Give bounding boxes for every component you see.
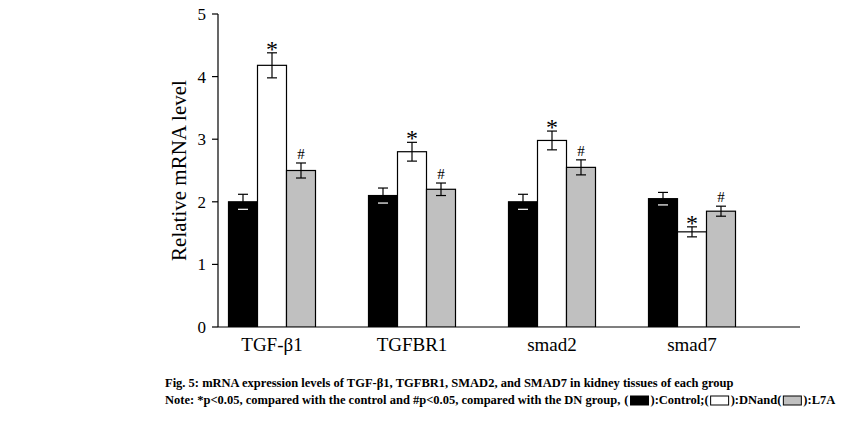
legend-bracket: ):: [803, 393, 811, 407]
significance-mark: *: [406, 125, 418, 151]
error-cap: [238, 194, 248, 195]
bar: [678, 232, 707, 327]
error-cap: [687, 236, 697, 237]
error-bar: [518, 194, 528, 209]
legend-joiner: and: [757, 393, 777, 407]
error-line: [522, 194, 523, 209]
error-line: [242, 194, 243, 209]
y-tick-label: 1: [198, 255, 207, 274]
legend-label: L7A: [812, 393, 836, 407]
error-cap: [296, 177, 306, 178]
significance-mark: #: [577, 143, 585, 159]
y-tick-label: 3: [198, 130, 207, 149]
bar: [427, 189, 456, 327]
significance-mark: #: [717, 189, 725, 205]
error-line: [440, 183, 441, 196]
error-bar: [296, 163, 306, 178]
error-line: [300, 163, 301, 178]
bar: [369, 196, 398, 327]
legend-swatch: [631, 396, 649, 405]
legend-bracket: ):: [731, 393, 739, 407]
significance-mark: #: [297, 146, 305, 162]
error-cap: [547, 149, 557, 150]
legend-label: Control: [659, 393, 701, 407]
error-cap: [436, 182, 446, 183]
error-cap: [267, 77, 277, 78]
error-cap: [436, 195, 446, 196]
error-cap: [576, 174, 586, 175]
bar: [509, 202, 538, 327]
bar: [258, 65, 287, 327]
bar: [567, 167, 596, 327]
error-bar: [576, 160, 586, 175]
legend-bracket: (: [624, 393, 628, 407]
error-line: [382, 188, 383, 203]
significance-mark: *: [686, 210, 698, 236]
error-line: [720, 206, 721, 216]
x-tick-label: smad2: [527, 334, 577, 355]
bars: [229, 53, 736, 327]
error-cap: [238, 209, 248, 210]
error-cap: [658, 192, 668, 193]
legend-bracket: (: [704, 393, 708, 407]
y-tick-label: 0: [198, 318, 207, 337]
y-tick: [212, 76, 218, 77]
y-axis: [217, 14, 218, 327]
x-tick-label: smad7: [667, 334, 717, 355]
legend-swatch: [783, 396, 801, 405]
error-bar: [238, 194, 248, 209]
bar: [398, 152, 427, 327]
y-tick: [212, 264, 218, 265]
error-cap: [658, 204, 668, 205]
error-cap: [378, 202, 388, 203]
error-cap: [518, 209, 528, 210]
x-tick-label: TGFBR1: [377, 334, 448, 355]
y-tick: [212, 201, 218, 202]
significance-mark: #: [437, 166, 445, 182]
bar: [707, 211, 736, 327]
error-line: [662, 192, 663, 205]
bar: [287, 171, 316, 328]
error-cap: [716, 206, 726, 207]
error-line: [580, 160, 581, 175]
significance-mark: *: [266, 36, 278, 62]
legend-swatch: [711, 396, 729, 405]
note: Note: *p<0.05, compared with the control…: [165, 393, 620, 407]
error-cap: [576, 159, 586, 160]
y-axis-label: Relative mRNA level: [167, 80, 191, 261]
error-cap: [407, 161, 417, 162]
chart: 0 1 2 3 4 5 Relative mRNA level TGF-β1 * # TGFBR1 *…: [0, 0, 844, 423]
error-bar: [716, 206, 726, 216]
significance-mark: *: [546, 114, 558, 140]
x-tick-label: TGF-β1: [241, 334, 302, 355]
y-tick-label: 5: [198, 5, 207, 24]
error-cap: [716, 216, 726, 217]
y-tick: [212, 13, 218, 14]
error-cap: [378, 187, 388, 188]
error-cap: [518, 194, 528, 195]
error-cap: [296, 162, 306, 163]
error-bar: [378, 188, 388, 203]
error-bar: [436, 183, 446, 196]
bar: [649, 199, 678, 327]
error-bar: [658, 192, 668, 205]
legend-bracket: (: [777, 393, 781, 407]
y-tick-label: 4: [198, 68, 207, 87]
legend-bracket: ):: [651, 393, 659, 407]
bar: [538, 140, 567, 327]
legend-label: DN: [739, 393, 757, 407]
caption: Fig. 5: mRNA expression levels of TGF-β1…: [165, 376, 733, 390]
y-tick: [212, 326, 218, 327]
y-tick-label: 2: [198, 193, 207, 212]
bar: [229, 202, 258, 327]
y-tick: [212, 139, 218, 140]
